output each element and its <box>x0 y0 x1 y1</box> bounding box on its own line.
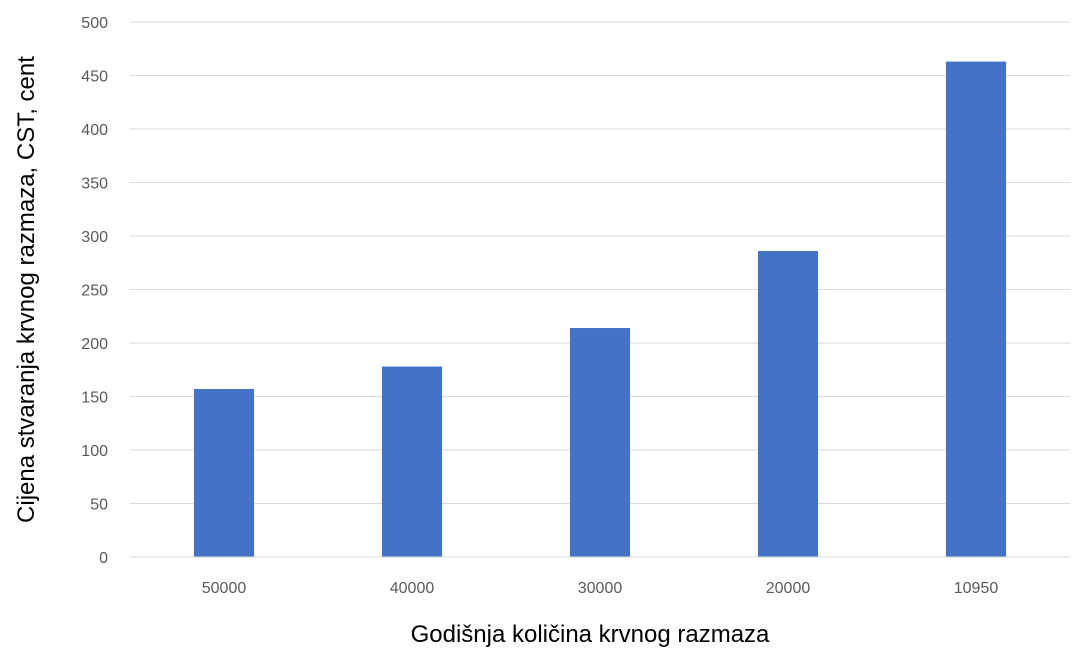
y-axis-ticks: 0 50 100 150 200 250 300 350 400 450 500 <box>81 15 108 567</box>
y-tick-label: 450 <box>81 69 108 86</box>
bar-10950 <box>945 61 1007 558</box>
y-tick-label: 400 <box>81 122 108 139</box>
y-axis-title: Cijena stvaranja krvnog razmaza, CST, ce… <box>13 56 40 523</box>
x-tick-label: 40000 <box>390 580 435 597</box>
y-tick-label: 500 <box>81 15 108 32</box>
x-tick-label: 50000 <box>202 580 247 597</box>
x-tick-label: 30000 <box>578 580 623 597</box>
y-tick-label: 350 <box>81 176 108 193</box>
bar-30000 <box>569 328 631 557</box>
bar-40000 <box>381 366 443 557</box>
y-tick-label: 0 <box>99 550 108 567</box>
bar-20000 <box>757 250 819 558</box>
y-tick-label: 200 <box>81 336 108 353</box>
x-tick-label: 10950 <box>954 580 999 597</box>
x-axis-title: Godišnja količina krvnog razmaza <box>411 621 770 648</box>
bars <box>193 61 1007 558</box>
gridlines <box>130 21 1070 504</box>
y-tick-label: 150 <box>81 390 108 407</box>
y-tick-label: 100 <box>81 443 108 460</box>
bar-50000 <box>193 389 255 557</box>
x-tick-label: 20000 <box>766 580 811 597</box>
y-tick-label: 250 <box>81 283 108 300</box>
y-tick-label: 50 <box>90 497 108 514</box>
y-tick-label: 300 <box>81 229 108 246</box>
x-axis-ticks: 50000 40000 30000 20000 10950 <box>202 580 999 597</box>
